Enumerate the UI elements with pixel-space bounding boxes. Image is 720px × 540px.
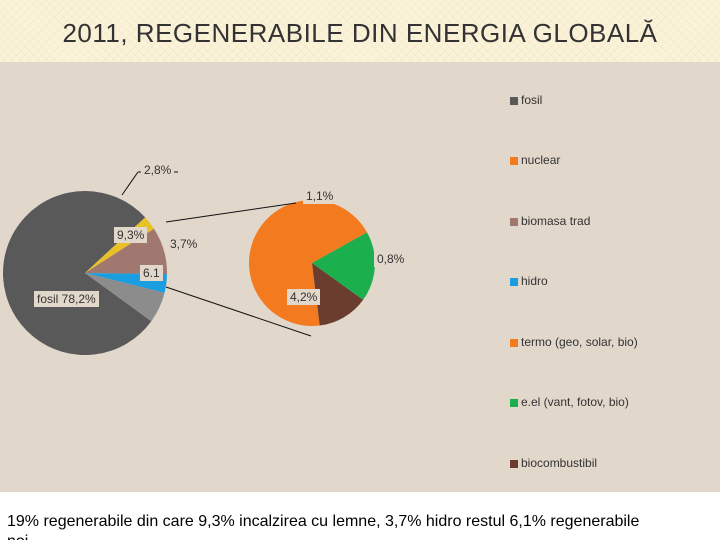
legend-label: fosil <box>521 93 543 107</box>
legend-item-hidro: hidro <box>510 274 548 288</box>
caption-box: 19% regenerabile din care 9,3% incalzire… <box>0 492 720 540</box>
pie-slice-biocombustibil <box>312 263 364 326</box>
legend-label: biocombustibil <box>521 456 598 470</box>
connector-bottom <box>165 286 312 337</box>
legend-swatch <box>510 338 518 347</box>
pie-slice-termo-geo-solar-bio <box>248 199 368 326</box>
legend-swatch <box>510 398 518 407</box>
data-label-regenerabile-noi: 6.1 <box>140 265 163 281</box>
legend-label: e.el (vant, fotov, bio) <box>521 395 629 409</box>
legend-item-fosil: fosil <box>510 93 542 107</box>
legend-swatch <box>510 156 518 165</box>
pie-connectors <box>165 202 312 337</box>
legend-item-termo-geo-solar-bio: termo (geo, solar, bio) <box>510 335 638 349</box>
legend-swatch <box>510 459 518 468</box>
legend-label: hidro <box>521 274 548 288</box>
legend-label: nuclear <box>521 153 561 167</box>
connector-top <box>165 202 297 223</box>
legend-swatch <box>510 277 518 286</box>
legend-item-e-el-vant-fotov-bio: e.el (vant, fotov, bio) <box>510 395 629 409</box>
pie-slice-regenerabile-noi <box>85 273 165 322</box>
legend-item-nuclear: nuclear <box>510 153 560 167</box>
data-label-fosil: fosil 78,2% <box>34 291 99 307</box>
data-label-nuclear: 2,8% <box>141 162 175 178</box>
legend-item-biocombustibil: biocombustibil <box>510 456 597 470</box>
data-label-biocombustibil: 0,8% <box>374 251 408 267</box>
data-label-e-el: 1,1% <box>303 188 337 204</box>
legend-label: termo (geo, solar, bio) <box>521 335 638 349</box>
data-label-biomasa-trad: 9,3% <box>114 227 148 243</box>
legend-swatch <box>510 96 518 105</box>
data-label-termo: 4,2% <box>287 289 321 305</box>
secondary-pie <box>248 199 376 326</box>
slide-title: 2011, REGENERABILE DIN ENERGIA GLOBALĂ <box>62 18 658 48</box>
pie-of-pie-chart <box>2 171 376 355</box>
caption-text: 19% regenerabile din care 9,3% incalzire… <box>7 513 640 540</box>
leader-line-nuclear <box>121 171 139 196</box>
legend-label: biomasa trad <box>521 214 591 228</box>
legend-swatch <box>510 217 518 226</box>
legend-item-biomasa-trad: biomasa trad <box>510 214 590 228</box>
data-label-hidro: 3,7% <box>167 236 201 252</box>
pie-slice-e-el-vant-fotov-bio <box>312 232 376 300</box>
